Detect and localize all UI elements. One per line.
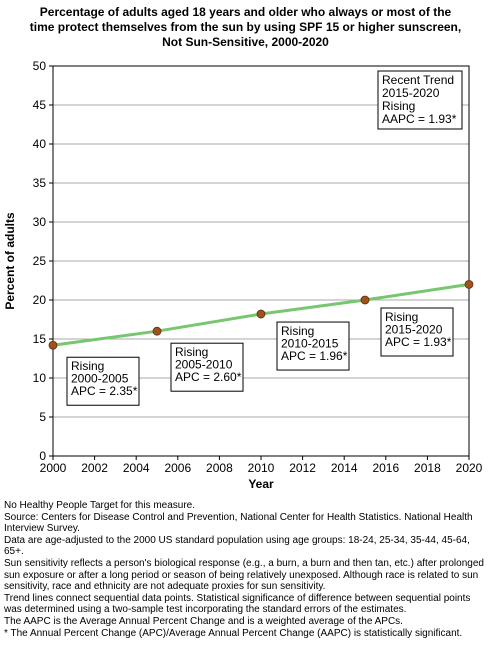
y-axis-label: Percent of adults xyxy=(3,212,17,310)
data-point xyxy=(152,326,162,336)
y-tick-label: 35 xyxy=(33,176,47,190)
annotation-text: APC = 2.60* xyxy=(175,370,242,384)
y-tick-label: 5 xyxy=(39,410,46,424)
footnote: * The Annual Percent Change (APC)/Averag… xyxy=(4,627,463,639)
x-axis-ticks: 2000 2002 2004 2006 2008 2010 2012 2014 2016 2018… xyxy=(40,456,483,475)
annotation-text: Rising xyxy=(71,359,104,373)
x-tick-label: 2000 xyxy=(40,461,67,475)
x-tick-label: 2012 xyxy=(289,461,316,475)
annotation-text: 2015-2020 xyxy=(385,323,443,337)
footnote: No Healthy People Target for this measur… xyxy=(4,500,196,511)
annotation-frame xyxy=(380,307,454,357)
x-tick-label: 2002 xyxy=(81,461,108,475)
recent-trend-text: AAPC = 1.93* xyxy=(382,112,457,126)
footnote: Data are age-adjusted to the 2000 US sta… xyxy=(4,534,470,558)
y-axis-ticks: 0 5 10 15 20 25 30 35 40 45 50 xyxy=(33,59,53,463)
x-tick-label: 2018 xyxy=(414,461,441,475)
x-tick-label: 2010 xyxy=(248,461,275,475)
recent-trend-text: Rising xyxy=(382,99,415,113)
recent-trend-text: 2015-2020 xyxy=(382,86,440,100)
y-tick-label: 50 xyxy=(33,59,47,73)
y-tick-label: 30 xyxy=(33,215,47,229)
x-tick-label: 2008 xyxy=(206,461,233,475)
footnotes: No Healthy People Target for this measur… xyxy=(4,500,488,639)
y-tick-label: 45 xyxy=(33,98,47,112)
x-tick-label: 2020 xyxy=(456,461,483,475)
annotation-frame xyxy=(170,342,244,392)
recent-trend-frame xyxy=(377,70,463,130)
x-axis-label: Year xyxy=(248,477,274,491)
x-tick-label: 2004 xyxy=(123,461,150,475)
chart-title: Percentage of adults aged 18 years and o… xyxy=(0,5,491,50)
chart-title-line: Percentage of adults aged 18 years and o… xyxy=(39,5,452,19)
annotation-text: Rising xyxy=(175,345,208,359)
annotation-frame xyxy=(276,321,350,371)
annotation-text: 2005-2010 xyxy=(175,358,233,372)
y-tick-label: 0 xyxy=(39,449,46,463)
footnote: The AAPC is the Average Annual Percent C… xyxy=(4,615,403,627)
y-tick-label: 40 xyxy=(33,137,47,151)
annotation-text: Rising xyxy=(385,310,418,324)
annotation-text: 2010-2015 xyxy=(281,337,339,351)
data-point xyxy=(360,295,370,305)
data-points xyxy=(48,279,474,350)
annotation-text: APC = 1.96* xyxy=(281,349,348,363)
x-tick-label: 2016 xyxy=(372,461,399,475)
footnote: Trend lines connect sequential data poin… xyxy=(4,592,471,616)
y-tick-label: 25 xyxy=(33,254,47,268)
footnote: Sun sensitivity reflects a person's biol… xyxy=(4,557,484,593)
chart-title-line: Not Sun-Sensitive, 2000-2020 xyxy=(162,35,329,49)
y-tick-label: 20 xyxy=(33,293,47,307)
annotation-text: APC = 1.93* xyxy=(385,335,452,349)
annotation-text: APC = 2.35* xyxy=(71,384,138,398)
x-tick-label: 2006 xyxy=(164,461,191,475)
data-point xyxy=(464,279,474,289)
y-tick-label: 10 xyxy=(33,371,47,385)
annotation-text: 2000-2005 xyxy=(71,372,129,386)
x-tick-label: 2014 xyxy=(331,461,358,475)
recent-trend-text: Recent Trend xyxy=(382,73,454,87)
footnote: Source: Centers for Disease Control and … xyxy=(4,511,473,535)
annotation-frame xyxy=(66,356,140,406)
data-point xyxy=(48,340,58,350)
data-point xyxy=(256,309,266,319)
annotation-text: Rising xyxy=(281,324,314,338)
y-tick-label: 15 xyxy=(33,332,47,346)
chart-title-line: time protect themselves from the sun by … xyxy=(29,20,462,34)
